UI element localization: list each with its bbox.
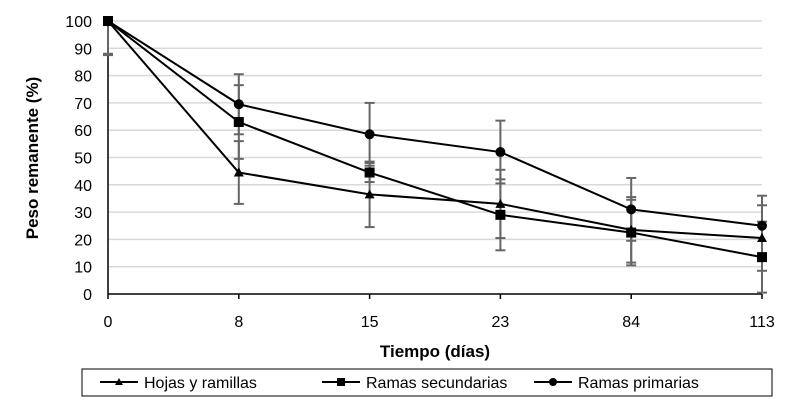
series-line (107, 20, 763, 259)
y-tick-label: 50 (74, 151, 92, 168)
y-tick-label: 80 (74, 69, 92, 86)
circle-marker (626, 204, 637, 215)
circle-marker (549, 378, 557, 386)
circle-marker (495, 147, 506, 158)
x-axis-label: Tiempo (días) (380, 342, 490, 361)
y-tick-label: 60 (74, 123, 92, 140)
legend-label: Ramas primarias (578, 375, 699, 392)
legend (81, 368, 773, 397)
legend-label: Ramas secundarias (366, 375, 507, 392)
triangle-marker (757, 233, 767, 243)
x-tick-label: 84 (622, 314, 640, 331)
circle-marker (233, 99, 244, 110)
legend-label: Hojas y ramillas (144, 375, 257, 392)
circle-marker (757, 220, 767, 231)
y-tick-label: 20 (74, 232, 92, 249)
circle-marker (364, 129, 375, 140)
y-tick-label: 0 (83, 287, 92, 304)
square-marker (364, 167, 375, 178)
series-line (107, 20, 763, 227)
square-marker (337, 378, 345, 386)
square-marker (626, 227, 637, 238)
square-marker (757, 252, 767, 263)
y-tick-label: 90 (74, 41, 92, 58)
y-tick-label: 30 (74, 205, 92, 222)
triangle-marker (495, 198, 506, 208)
y-tick-label: 40 (74, 178, 92, 195)
x-tick-label: 8 (234, 314, 243, 331)
x-tick-label: 15 (361, 314, 379, 331)
x-tick-label: 23 (492, 314, 510, 331)
square-marker (495, 209, 506, 220)
square-marker (233, 117, 244, 128)
triangle-marker (115, 378, 123, 385)
y-tick-label: 100 (65, 14, 92, 31)
y-tick-label: 70 (74, 96, 92, 113)
y-tick-label: 10 (74, 260, 92, 277)
y-axis-label: Peso remanente (%) (23, 77, 42, 240)
triangle-marker (364, 189, 375, 199)
triangle-marker (233, 167, 244, 177)
x-tick-label: 0 (104, 314, 113, 331)
series-line (107, 20, 763, 240)
circle-marker (103, 16, 113, 26)
x-tick-label: 113 (749, 314, 775, 331)
